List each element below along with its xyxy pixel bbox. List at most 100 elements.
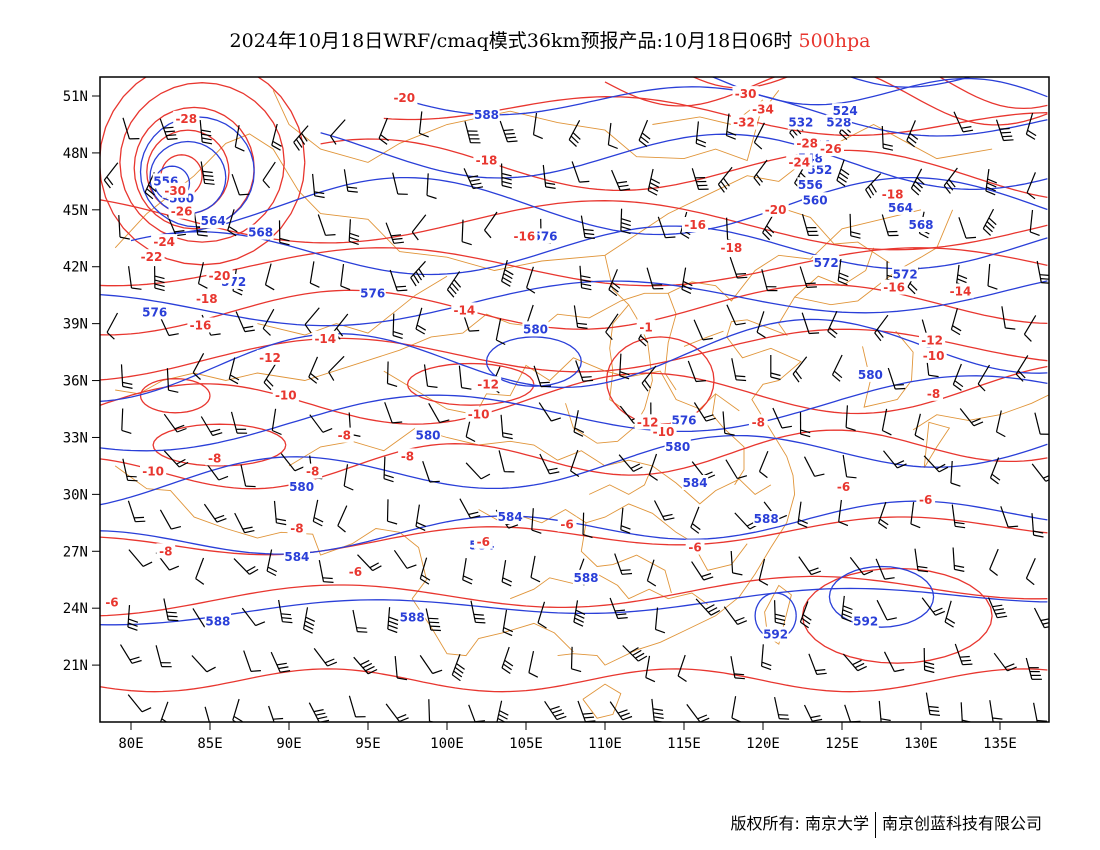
wind-barb xyxy=(273,500,287,526)
wind-barb xyxy=(166,368,179,393)
wind-barb xyxy=(530,555,541,583)
svg-text:-8: -8 xyxy=(306,465,319,479)
wind-barb xyxy=(317,214,336,236)
temperature-contour-label: -6 xyxy=(346,564,365,580)
height-contour-label: 592 xyxy=(852,613,879,629)
wind-barb xyxy=(1023,315,1037,342)
wind-barb xyxy=(465,462,491,480)
svg-text:-10: -10 xyxy=(468,408,490,422)
wind-barb xyxy=(383,456,394,483)
wind-barb xyxy=(758,450,769,479)
svg-text:588: 588 xyxy=(754,512,779,526)
temperature-contour-label: -10 xyxy=(465,406,492,422)
wind-barb xyxy=(192,353,205,380)
wind-barb xyxy=(582,512,593,539)
svg-text:528: 528 xyxy=(826,116,851,130)
x-tick-label: 85E xyxy=(197,736,222,752)
svg-text:-6: -6 xyxy=(560,518,573,532)
wind-barb xyxy=(159,701,169,722)
svg-text:-22: -22 xyxy=(141,250,163,264)
height-contour-line xyxy=(100,318,1048,403)
wind-barb xyxy=(878,501,889,529)
svg-text:-8: -8 xyxy=(159,544,172,558)
wind-barb xyxy=(227,209,238,237)
wind-barb xyxy=(977,364,991,392)
height-contour-line xyxy=(849,77,973,88)
wind-barb xyxy=(837,259,849,286)
wind-barb xyxy=(389,269,408,292)
wind-barb xyxy=(648,453,658,481)
wind-barb xyxy=(1033,702,1048,722)
wind-barb xyxy=(387,607,399,634)
svg-text:576: 576 xyxy=(532,229,557,243)
height-contour-label: 568 xyxy=(907,217,935,232)
temperature-contour-label: -24 xyxy=(151,234,178,250)
wind-barb xyxy=(831,354,843,382)
svg-text:-6: -6 xyxy=(919,493,932,507)
wind-barb xyxy=(496,700,509,722)
map-title: 2024年10月18日WRF/cmaq模式36km预报产品:10月18日06时 … xyxy=(0,26,1100,53)
wind-barb xyxy=(470,600,486,624)
svg-text:-8: -8 xyxy=(401,449,414,463)
wind-barb xyxy=(537,601,547,629)
wind-barb xyxy=(641,365,657,392)
height-contour-label: 580 xyxy=(522,321,549,337)
wind-barb xyxy=(958,217,977,239)
wind-barb xyxy=(531,508,542,534)
svg-text:-10: -10 xyxy=(923,349,945,363)
wind-barb xyxy=(155,645,172,668)
wind-barb xyxy=(501,163,512,189)
wind-barb xyxy=(1026,172,1036,200)
wind-barb xyxy=(337,505,348,533)
height-contour-label: 564 xyxy=(887,199,914,215)
wind-barb xyxy=(801,214,819,236)
svg-text:-18: -18 xyxy=(476,154,498,168)
wind-barb xyxy=(722,411,735,436)
temperature-contour-label: -18 xyxy=(718,239,745,255)
wind-barb xyxy=(1031,513,1044,538)
temperature-contour-label: -20 xyxy=(762,201,789,217)
temperature-contour-label: -8 xyxy=(924,385,943,401)
wind-barb xyxy=(410,260,426,287)
wind-barb xyxy=(329,119,346,145)
wind-barb xyxy=(611,169,631,191)
svg-text:588: 588 xyxy=(205,615,230,629)
wind-barb xyxy=(827,311,838,339)
svg-text:584: 584 xyxy=(284,550,309,564)
y-tick-label: 48N xyxy=(63,146,88,162)
svg-text:560: 560 xyxy=(803,193,828,207)
temperature-contour-line xyxy=(100,429,1048,490)
wind-barb xyxy=(1029,209,1040,236)
temperature-contour-label: -6 xyxy=(557,516,577,532)
wind-barb xyxy=(312,173,325,199)
wind-barb xyxy=(240,464,256,488)
wind-barb xyxy=(1025,558,1036,586)
height-contour-label: 588 xyxy=(572,569,600,585)
wind-barb xyxy=(119,644,142,664)
wind-barb xyxy=(573,600,586,627)
svg-text:-8: -8 xyxy=(752,415,765,429)
y-tick-label: 21N xyxy=(63,658,88,674)
wind-barb xyxy=(693,319,713,341)
wind-barb xyxy=(952,363,964,391)
temperature-contour-line xyxy=(100,328,1048,381)
wind-barbs xyxy=(103,111,1049,722)
temperature-contour-label: -6 xyxy=(685,539,705,555)
svg-text:-16: -16 xyxy=(190,319,212,333)
svg-text:572: 572 xyxy=(893,267,918,281)
border-line xyxy=(764,584,792,645)
wind-barb xyxy=(801,312,820,335)
temperature-contour-label: -26 xyxy=(168,203,195,219)
wind-barb xyxy=(761,644,772,671)
wind-barb xyxy=(849,557,874,576)
svg-text:-6: -6 xyxy=(105,596,118,610)
temperature-contour-label: -20 xyxy=(391,89,418,105)
svg-text:-24: -24 xyxy=(788,155,810,169)
wind-barb xyxy=(695,598,721,616)
svg-text:-16: -16 xyxy=(514,229,536,243)
wind-barb xyxy=(989,548,999,576)
wind-barb xyxy=(203,503,227,523)
svg-text:-18: -18 xyxy=(721,241,743,255)
wind-barb xyxy=(419,655,443,675)
svg-text:-6: -6 xyxy=(837,480,850,494)
